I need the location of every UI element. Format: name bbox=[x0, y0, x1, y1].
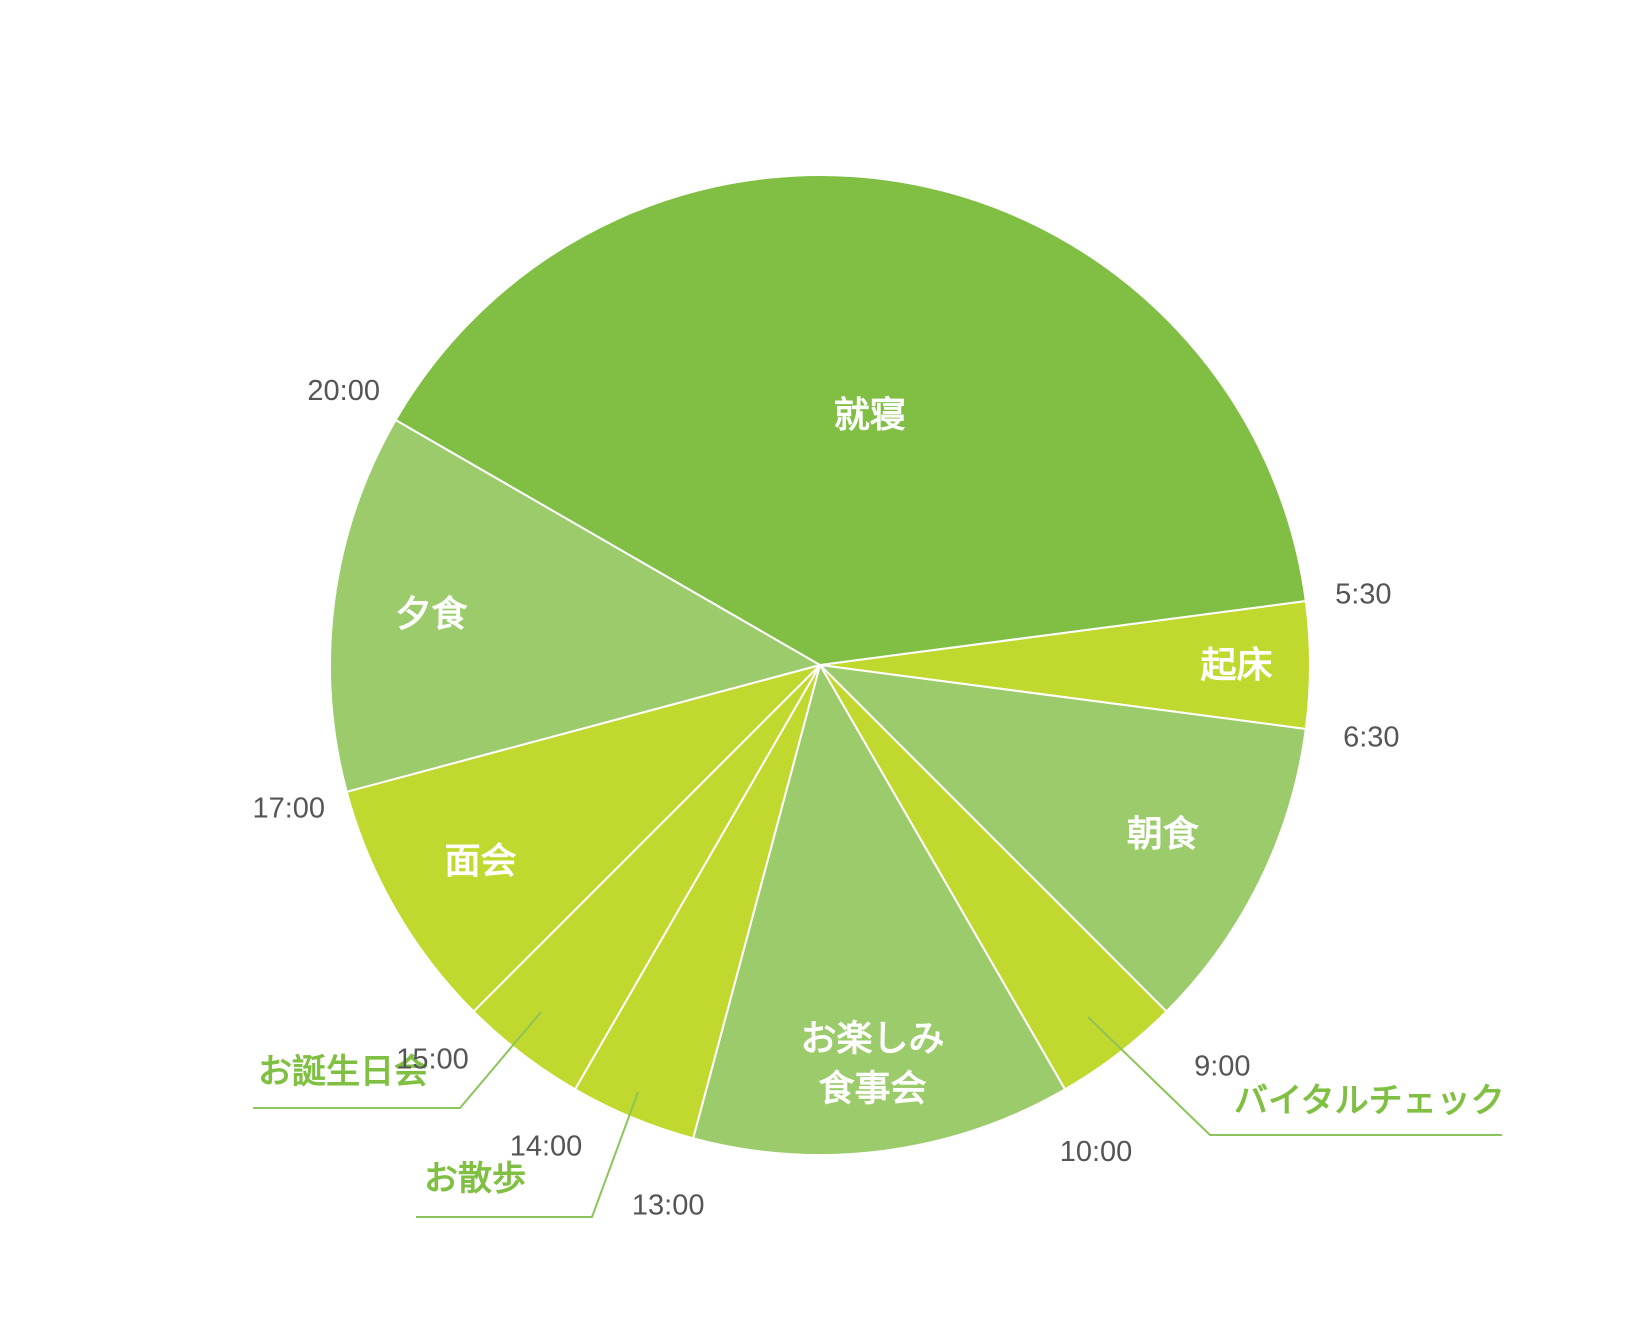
slice-label: お誕生日会 bbox=[258, 1052, 428, 1092]
time-label: 5:30 bbox=[1335, 578, 1391, 610]
pie-slice bbox=[329, 418, 823, 794]
pie-slice bbox=[345, 663, 824, 1013]
pie-slice bbox=[394, 174, 1307, 667]
callout-leader-line bbox=[1087, 1016, 1502, 1136]
time-label: 6:30 bbox=[1343, 722, 1399, 754]
time-label: 14:00 bbox=[510, 1131, 583, 1163]
slice-label: 就寝 bbox=[834, 394, 906, 436]
slice-label: バイタルチェック bbox=[1234, 1081, 1505, 1121]
slice-label: 面会 bbox=[445, 841, 517, 882]
time-label: 9:00 bbox=[1194, 1050, 1250, 1082]
time-label: 10:00 bbox=[1060, 1136, 1133, 1168]
slice-label: 朝食 bbox=[1127, 814, 1200, 855]
pie-slice bbox=[691, 662, 1067, 1156]
slice-label: 夕食 bbox=[395, 594, 468, 635]
callout-leader-line bbox=[253, 1011, 542, 1109]
pie-slice bbox=[817, 663, 1307, 1013]
time-label: 20:00 bbox=[307, 375, 380, 407]
slice-label: お散歩 bbox=[424, 1159, 526, 1199]
slice-label: お楽しみ食事会 bbox=[800, 1018, 944, 1109]
callout-leader-line bbox=[416, 1091, 639, 1218]
slice-label: 起床 bbox=[1200, 645, 1272, 686]
time-label: 17:00 bbox=[252, 792, 325, 824]
time-label: 13:00 bbox=[632, 1189, 705, 1221]
time-label: 15:00 bbox=[396, 1043, 469, 1075]
